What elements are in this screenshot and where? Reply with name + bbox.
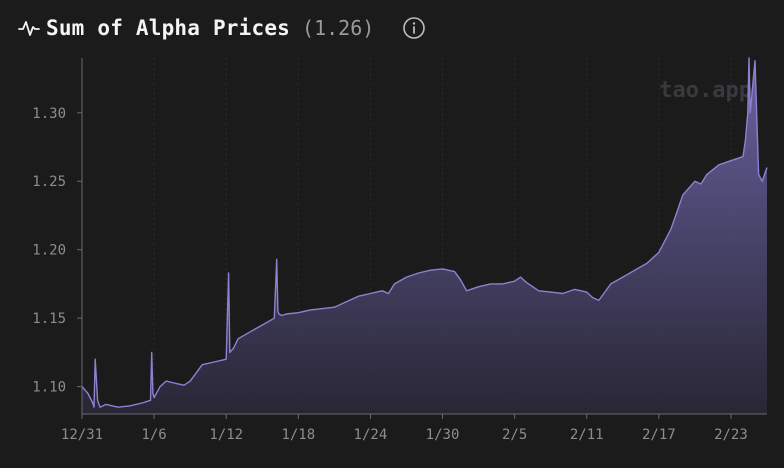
area-fill: [82, 58, 767, 414]
y-tick-label: 1.15: [32, 311, 66, 327]
chart-header: Sum of Alpha Prices (1.26): [18, 14, 426, 42]
chart-title: Sum of Alpha Prices: [46, 16, 291, 40]
x-tick-label: 2/11: [570, 427, 604, 443]
activity-icon: [18, 18, 40, 38]
watermark: tao.app: [659, 78, 752, 103]
y-tick-label: 1.25: [32, 174, 66, 190]
x-tick-label: 1/30: [426, 427, 460, 443]
current-value: (1.26): [302, 16, 375, 40]
x-tick-label: 2/17: [642, 427, 676, 443]
y-tick-label: 1.20: [32, 243, 66, 259]
y-tick-label: 1.10: [32, 380, 66, 396]
x-tick-label: 2/5: [502, 427, 527, 443]
x-tick-label: 1/18: [281, 427, 315, 443]
x-tick-label: 12/31: [61, 427, 103, 443]
series-line: [81, 57, 768, 408]
x-tick-label: 1/24: [354, 427, 388, 443]
y-axis-ticks: 1.10 1.15 1.20 1.25 1.30: [32, 106, 82, 396]
x-tick-label: 1/12: [209, 427, 243, 443]
y-tick-label: 1.30: [32, 106, 66, 122]
x-tick-label: 2/23: [714, 427, 748, 443]
x-tick-label: 1/6: [141, 427, 166, 443]
axes: [81, 58, 767, 415]
area-series: [81, 57, 768, 414]
info-icon[interactable]: [402, 16, 426, 40]
x-axis-ticks: 12/31 1/6 1/12 1/18 1/24 1/30 2/5 2/11 2/17 2/23: [61, 414, 748, 443]
